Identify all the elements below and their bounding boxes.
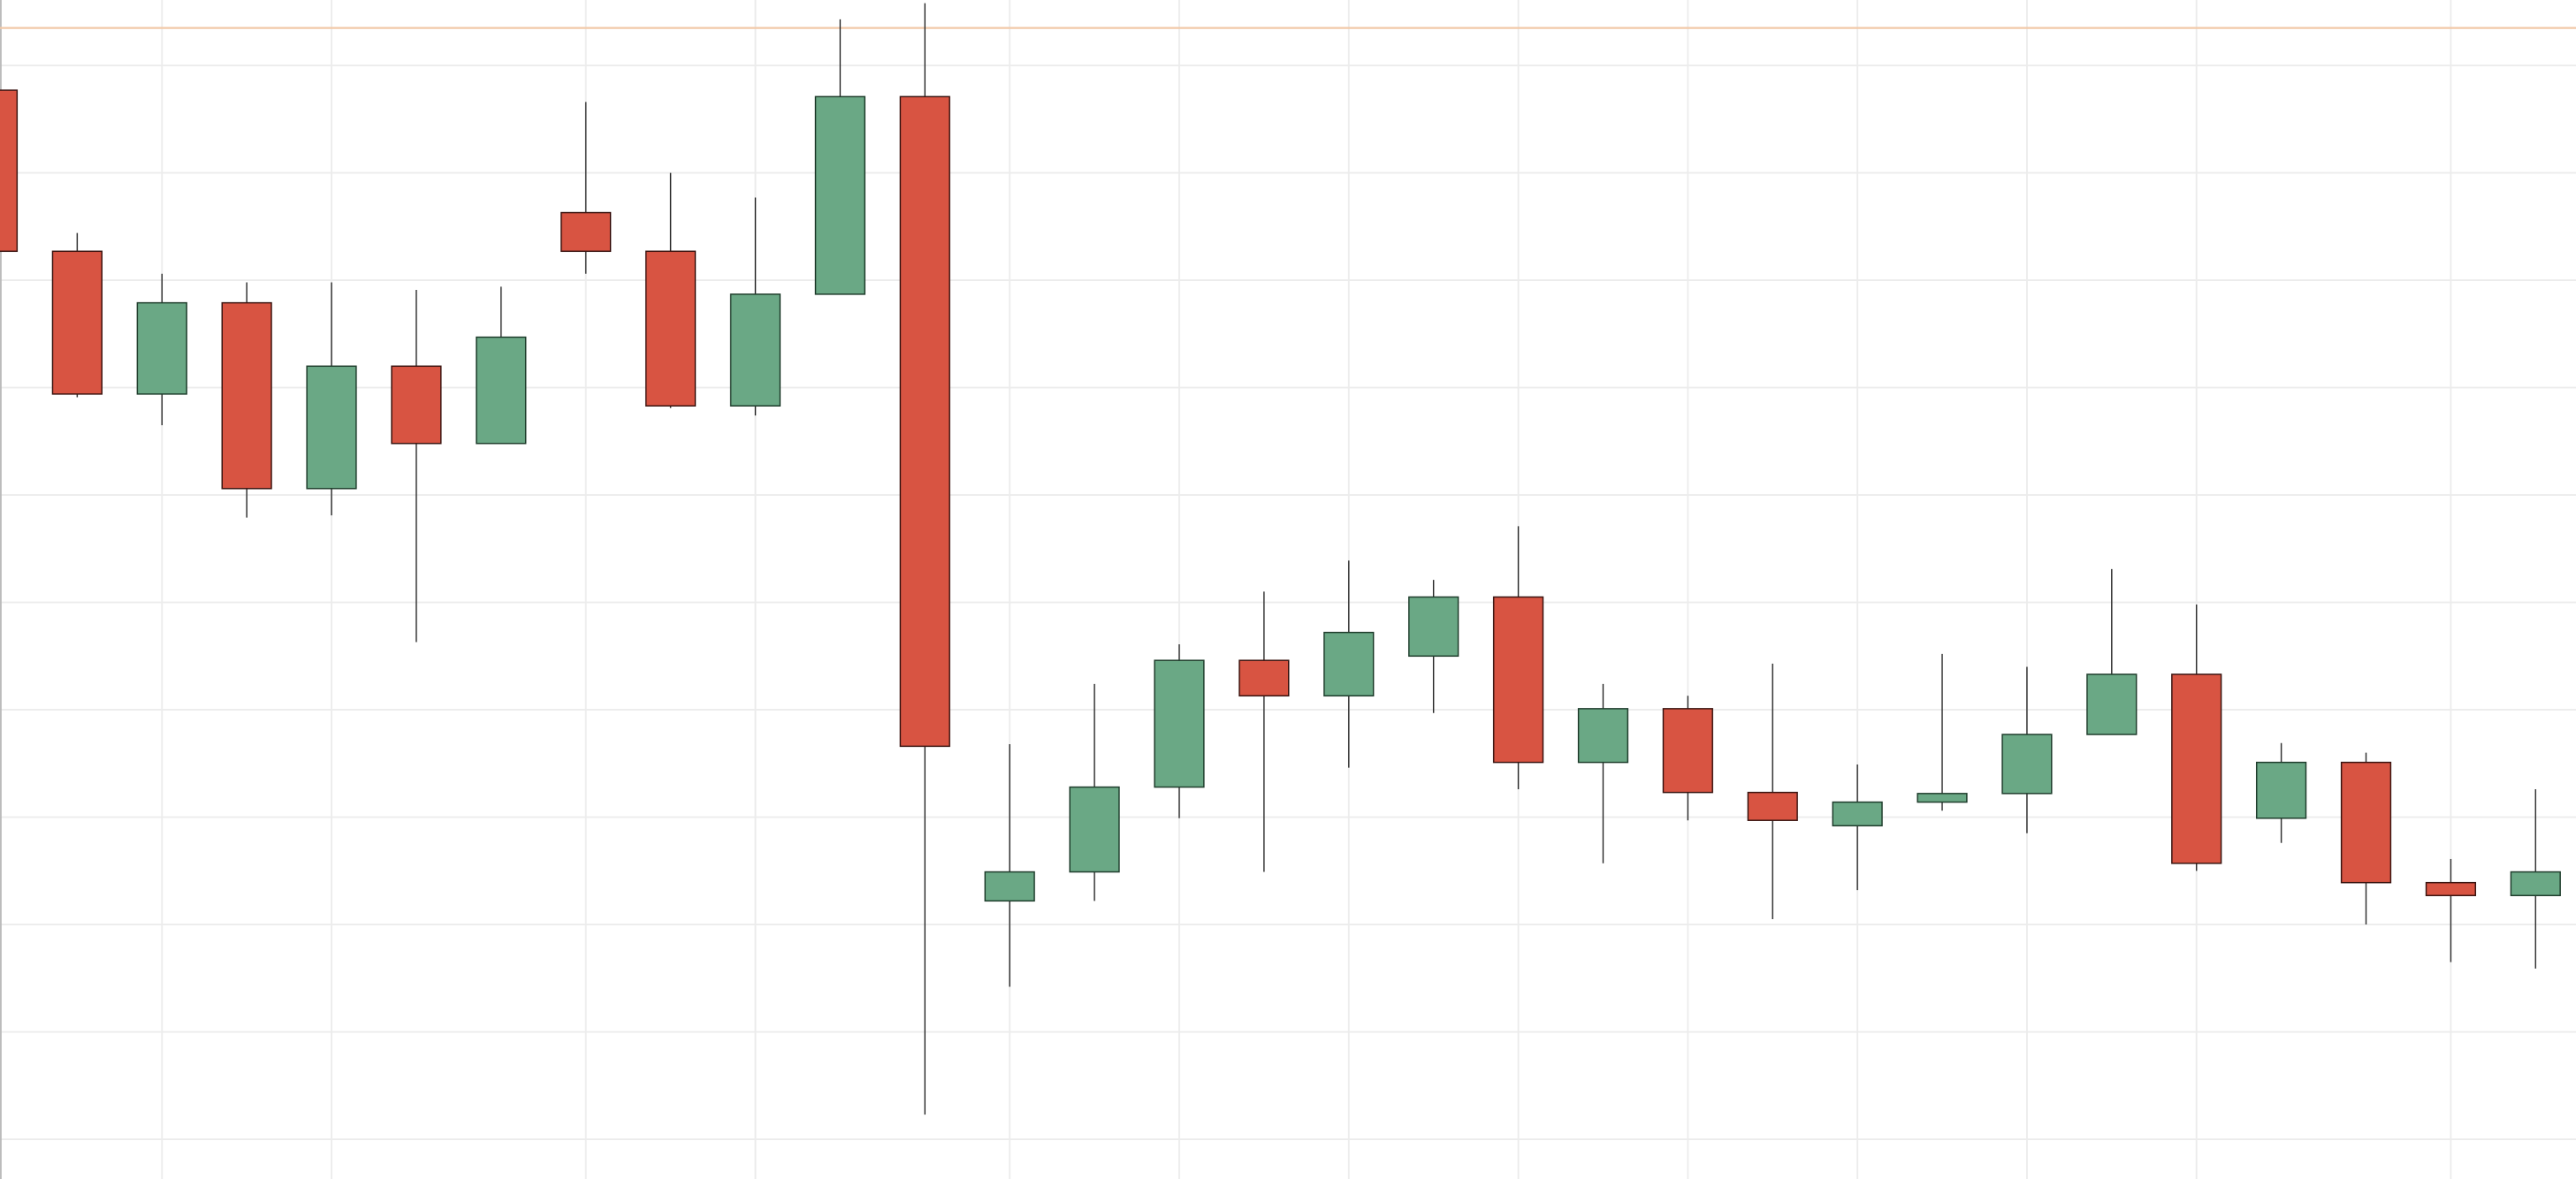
candle-body: [51, 250, 103, 395]
candle-body: [1492, 596, 1544, 764]
candle-body: [2510, 871, 2561, 897]
candle-body: [1917, 793, 1968, 803]
candle-body: [1747, 791, 1798, 821]
candle-body: [899, 95, 950, 748]
candle-body: [2001, 734, 2053, 795]
candle-body: [391, 365, 442, 445]
candle-body: [1408, 596, 1459, 658]
candle-body: [0, 89, 19, 253]
candle-body: [1577, 708, 1629, 764]
candle-body: [814, 95, 866, 295]
candle-body: [560, 211, 612, 253]
candle-body: [729, 293, 781, 407]
candle-body: [1069, 786, 1120, 873]
candle-body: [2425, 881, 2477, 897]
candle-body: [2086, 673, 2138, 735]
candle-body: [221, 301, 272, 490]
candle-body: [984, 871, 1035, 902]
candle-body: [1154, 659, 1205, 788]
candle-body: [306, 365, 357, 490]
candle-body: [1662, 708, 1713, 794]
candle-body: [644, 250, 697, 407]
candle-body: [1832, 801, 1883, 827]
candle-body: [2255, 761, 2307, 819]
candle-body: [2340, 761, 2392, 884]
candle-body: [2171, 673, 2222, 864]
candle-body: [476, 336, 527, 445]
candle-body: [1238, 659, 1290, 697]
candle-body: [1323, 631, 1375, 697]
candle-body: [136, 301, 187, 395]
